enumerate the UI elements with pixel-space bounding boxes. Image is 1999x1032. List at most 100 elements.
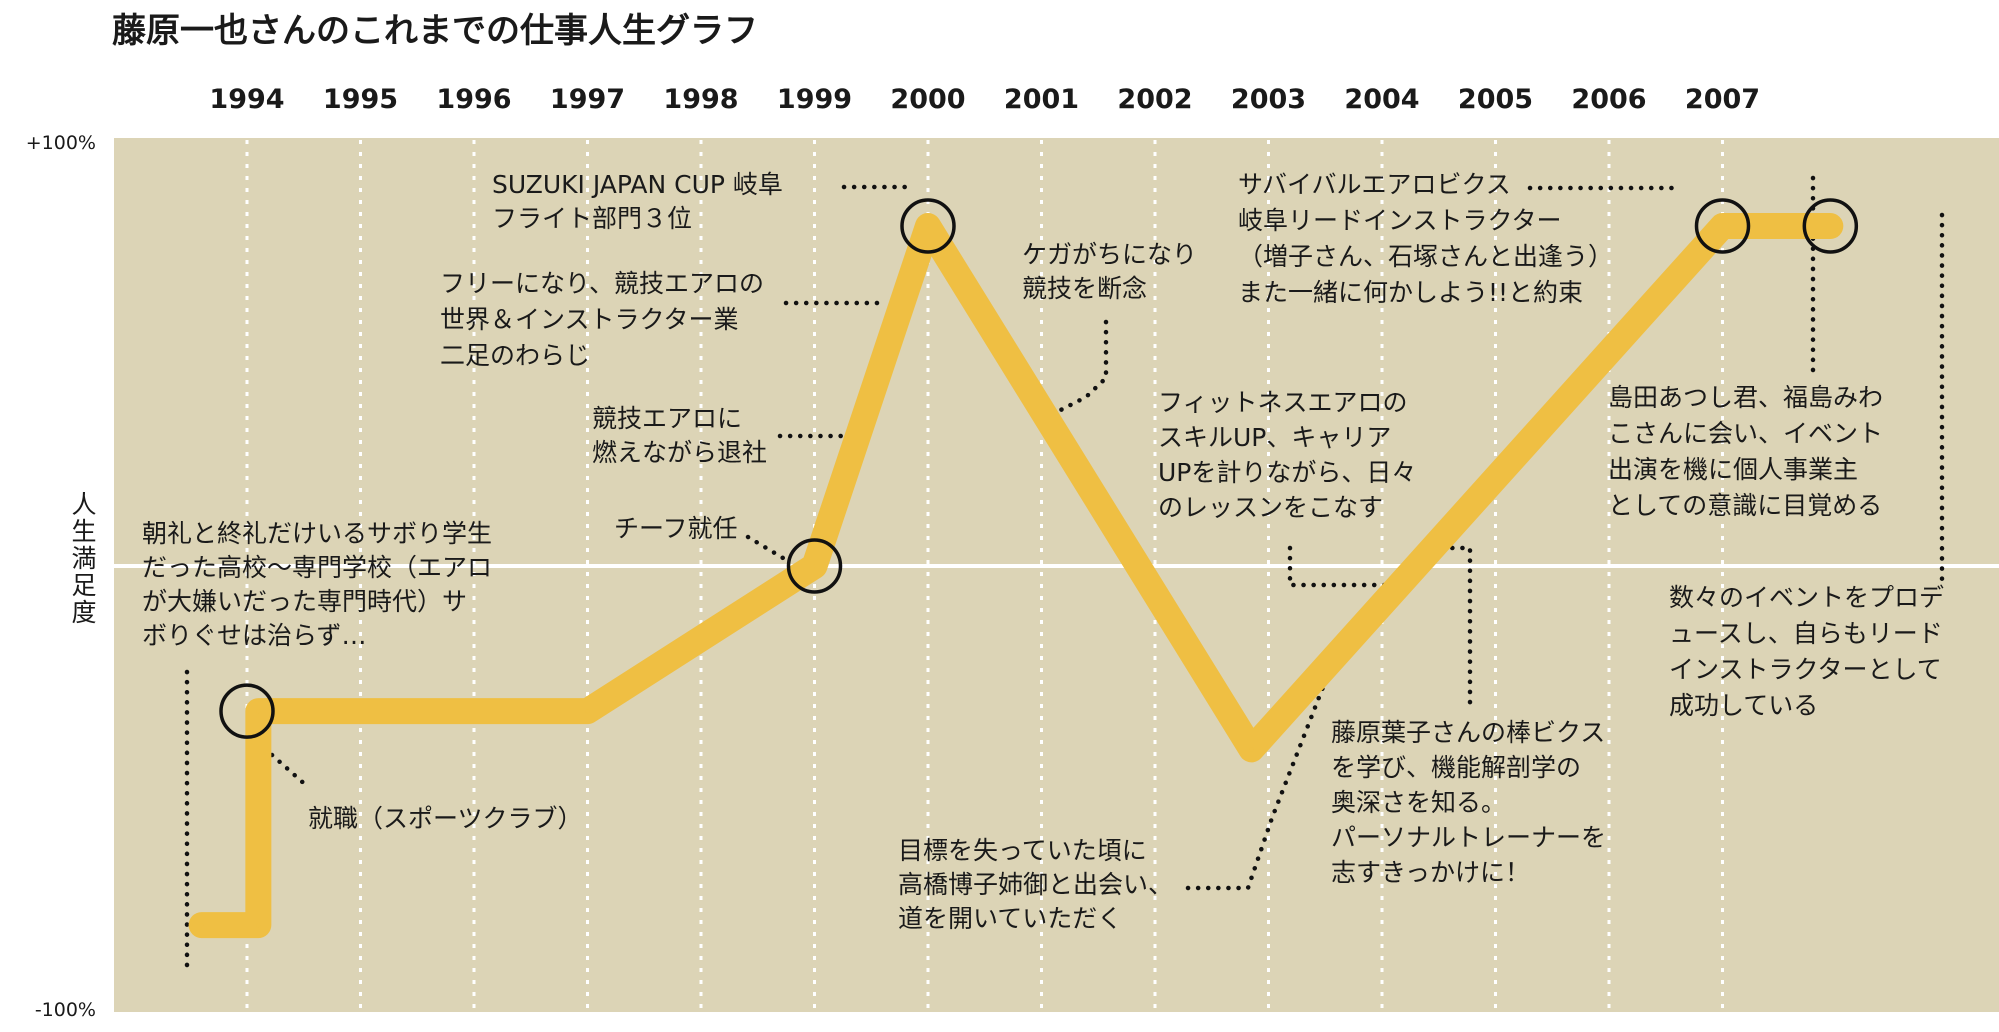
annotation-line: 高橋博子姉御と出会い、 — [898, 870, 1173, 899]
annotation-line: スキルUP、キャリア — [1158, 423, 1391, 452]
connector-9 — [1287, 545, 1397, 588]
milestone-circle — [900, 198, 956, 254]
annotation-line: 朝礼と終礼だけいるサボり学生 — [142, 519, 492, 548]
year-label-1995: 1995 — [323, 84, 398, 115]
year-label-1999: 1999 — [777, 84, 852, 115]
year-label-2001: 2001 — [1004, 84, 1079, 115]
y-axis-title-char: 人 — [71, 490, 96, 519]
series-point — [585, 709, 590, 714]
annotation-line: のレッスンをこなす — [1158, 493, 1383, 522]
series-point — [256, 709, 261, 714]
annotation-line: SUZUKI JAPAN CUP 岐阜 — [492, 170, 783, 199]
annotation-12: 島田あつし君、福島みわこさんに会い、イベント出演を機に個人事業主としての意識に目… — [1608, 383, 1883, 520]
year-label-2006: 2006 — [1571, 84, 1646, 115]
annotation-4: 競技エアロに燃えながら退社 — [592, 404, 767, 467]
annotation-line: だった高校～専門学校（エアロ — [142, 553, 492, 582]
y-axis-top-label: +100% — [26, 132, 96, 154]
series-point — [1249, 747, 1254, 752]
annotation-line: 数々のイベントをプロデ — [1669, 583, 1944, 612]
y-axis-bottom-label: -100% — [35, 999, 96, 1021]
annotation-9: フィットネスエアロのスキルUP、キャリア UPを計りながら、日々のレッスンをこなす — [1158, 388, 1416, 522]
annotation-line: （増子さん、石塚さんと出逢う） — [1238, 242, 1613, 271]
annotation-7: ケガがちになり競技を断念 — [1022, 240, 1197, 303]
annotation-line: 成功している — [1669, 691, 1818, 720]
year-gridlines — [245, 140, 1724, 1012]
annotation-line: 藤原葉子さんの棒ビクス — [1331, 718, 1605, 747]
annotation-line: こさんに会い、イベント — [1608, 419, 1883, 448]
annotation-11: サバイバルエアロビクス岐阜リードインストラクター （増子さん、石塚さんと出逢う） ま… — [1238, 170, 1613, 307]
connector-10 — [1419, 545, 1473, 706]
annotation-line: チーフ就任 — [614, 514, 738, 543]
annotation-line: ケガがちになり — [1022, 240, 1197, 269]
connector-3 — [745, 534, 791, 564]
year-label-1996: 1996 — [436, 84, 511, 115]
y-axis-title-char: 生 — [71, 517, 96, 546]
annotation-line: 就職（スポーツクラブ） — [308, 804, 583, 833]
milestone-circle — [1694, 198, 1751, 254]
annotation-line: 島田あつし君、福島みわ — [1608, 383, 1883, 412]
series-point — [199, 923, 204, 928]
series-point — [812, 564, 817, 568]
annotation-line: UPを計りながら、日々 — [1158, 458, 1416, 487]
year-label-1997: 1997 — [550, 84, 625, 115]
annotation-line: 道を開いていただく — [898, 904, 1122, 933]
annotation-line: 志すきっかけに！ — [1331, 858, 1530, 887]
annotation-3: チーフ就任 — [614, 514, 738, 543]
annotation-connectors — [184, 175, 1945, 975]
annotation-line: 燃えながら退社 — [592, 438, 767, 467]
annotation-line: 二足のわらじ — [440, 341, 590, 370]
year-label-2007: 2007 — [1685, 84, 1760, 115]
annotations: 朝礼と終礼だけいるサボり学生だった高校～専門学校（エアロが大嫌いだった専門時代）… — [142, 170, 1944, 933]
year-label-2004: 2004 — [1344, 84, 1419, 115]
annotation-2: 就職（スポーツクラブ） — [308, 804, 583, 833]
milestone-circle — [219, 683, 275, 739]
series-point — [1720, 224, 1725, 229]
annotation-8: 目標を失っていた頃に高橋博子姉御と出会い、道を開いていただく — [898, 836, 1173, 933]
annotation-line: フライト部門３位 — [492, 204, 692, 233]
year-label-1994: 1994 — [209, 84, 284, 115]
annotation-1: 朝礼と終礼だけいるサボり学生だった高校～専門学校（エアロが大嫌いだった専門時代）… — [142, 519, 492, 650]
annotation-line: としての意識に目覚める — [1608, 491, 1882, 520]
annotation-line: 目標を失っていた頃に — [898, 836, 1147, 865]
y-axis-title-char: 度 — [71, 598, 96, 627]
year-label-2000: 2000 — [890, 84, 965, 115]
annotation-line: が大嫌いだった専門時代）サ — [142, 587, 467, 616]
annotation-line: 出演を機に個人事業主 — [1608, 455, 1858, 484]
annotation-13: 数々のイベントをプロデュースし、自らもリードインストラクターとして成功している — [1669, 583, 1944, 720]
annotation-line: 競技エアロに — [592, 404, 742, 433]
satisfaction-series — [188, 213, 1844, 939]
series-point — [1828, 224, 1833, 229]
annotation-line: ボりぐせは治らず… — [142, 621, 367, 650]
milestone-markers — [219, 198, 1859, 739]
annotation-line: フリーになり、競技エアロの — [440, 269, 764, 298]
connector-2 — [269, 752, 311, 790]
series-point — [256, 923, 261, 928]
chart-title: 藤原一也さんのこれまでの仕事人生グラフ — [112, 11, 758, 51]
annotation-line: フィットネスエアロの — [1158, 388, 1408, 417]
x-axis-year-labels: 1994 1995 1996 1997 1998 1999 2000 2001 2002 2003… — [209, 84, 1760, 115]
annotation-line: サバイバルエアロビクス — [1238, 170, 1511, 199]
connector-7 — [1046, 319, 1109, 419]
annotation-line: インストラクターとして — [1669, 655, 1942, 684]
annotation-5: フリーになり、競技エアロの世界＆インストラクター業二足のわらじ — [440, 269, 764, 370]
annotation-line: 世界＆インストラクター業 — [440, 305, 739, 334]
annotation-6: SUZUKI JAPAN CUP 岐阜フライト部門３位 — [492, 170, 783, 233]
connector-8 — [1185, 661, 1335, 891]
year-label-2002: 2002 — [1117, 84, 1192, 115]
annotation-line: ュースし、自らもリード — [1669, 619, 1943, 648]
y-axis-title-char: 満 — [71, 544, 96, 573]
annotation-line: 岐阜リードインストラクター — [1238, 206, 1562, 235]
annotation-10: 藤原葉子さんの棒ビクスを学び、機能解剖学の奥深さを知る。パーソナルトレーナーを志… — [1331, 718, 1606, 887]
y-axis-title-char: 足 — [71, 571, 96, 600]
annotation-line: 奥深さを知る。 — [1331, 788, 1506, 817]
annotation-line: を学び、機能解剖学の — [1331, 753, 1581, 782]
year-label-2005: 2005 — [1458, 84, 1533, 115]
annotation-line: 競技を断念 — [1022, 274, 1147, 303]
year-label-2003: 2003 — [1231, 84, 1306, 115]
annotation-line: また一緒に何かしよう!!と約束 — [1238, 278, 1583, 307]
series-point — [926, 224, 930, 229]
milestone-circle — [786, 538, 843, 594]
annotation-line: パーソナルトレーナーを — [1331, 823, 1606, 852]
